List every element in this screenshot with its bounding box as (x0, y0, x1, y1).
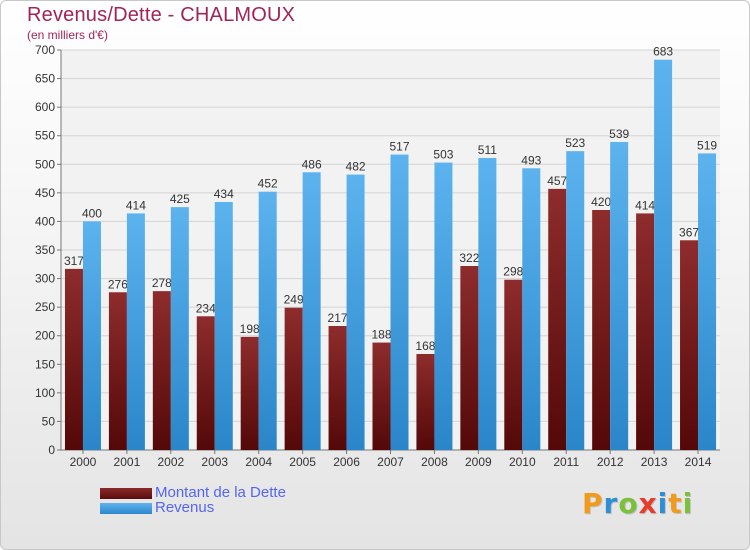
data-label-dette: 367 (679, 225, 699, 239)
y-tick-label: 650 (35, 72, 55, 86)
data-label-revenus: 482 (346, 160, 366, 174)
revenus-dette-chart: 0 50 100 150 200 250 300 350 400 450 500 550 600 650 7… (35, 43, 720, 469)
bar-dette (284, 307, 303, 450)
legend-swatch-dette (100, 488, 152, 499)
x-tick-label: 2010 (509, 455, 536, 469)
data-label-revenus: 493 (521, 153, 541, 167)
data-label-revenus: 539 (609, 127, 629, 141)
data-label-dette: 188 (371, 328, 391, 342)
bar-dette (108, 292, 127, 450)
bar-revenus (698, 153, 717, 450)
data-label-revenus: 511 (478, 143, 497, 157)
x-tick-label: 2005 (289, 455, 316, 469)
y-tick-label: 300 (35, 272, 55, 286)
x-tick-label: 2003 (201, 455, 228, 469)
x-tick-label: 2001 (114, 455, 141, 469)
data-label-dette: 278 (152, 276, 172, 290)
data-label-dette: 317 (64, 254, 84, 268)
data-label-revenus: 486 (302, 157, 322, 171)
x-tick-label: 2004 (245, 455, 272, 469)
x-tick-label: 2013 (641, 455, 668, 469)
y-tick-label: 0 (48, 443, 55, 457)
data-label-dette: 217 (328, 311, 348, 325)
y-tick-label: 700 (35, 43, 55, 57)
bar-revenus (566, 151, 585, 450)
bar-revenus (346, 174, 365, 451)
data-label-revenus: 519 (697, 138, 717, 152)
bar-revenus (258, 191, 277, 450)
proxiti-logo: Proxiti (582, 487, 694, 520)
bar-revenus (82, 221, 101, 450)
y-tick-label: 450 (35, 186, 55, 200)
legend-swatch-revenus (100, 503, 152, 514)
data-label-dette: 420 (591, 195, 611, 209)
x-tick-label: 2014 (685, 455, 712, 469)
data-label-revenus: 425 (170, 192, 190, 206)
x-tick-label: 2011 (553, 455, 579, 469)
bar-dette (460, 266, 479, 450)
bar-dette (548, 188, 567, 450)
data-label-dette: 298 (503, 265, 523, 279)
data-label-dette: 414 (635, 198, 655, 212)
data-label-revenus: 452 (258, 177, 278, 191)
y-tick-label: 150 (35, 357, 55, 371)
y-tick-label: 350 (35, 243, 55, 257)
x-tick-label: 2009 (465, 455, 492, 469)
data-label-dette: 457 (547, 174, 567, 188)
bar-revenus (610, 142, 629, 450)
data-label-dette: 234 (196, 301, 216, 315)
y-tick-label: 400 (35, 214, 55, 228)
bar-dette (636, 213, 655, 450)
bar-dette (680, 240, 699, 450)
chart-subtitle: (en milliers d'€) (27, 28, 108, 42)
x-tick-label: 2007 (377, 455, 404, 469)
data-label-dette: 322 (459, 251, 479, 265)
bar-dette (372, 342, 391, 450)
legend-label-revenus: Revenus (155, 499, 215, 516)
data-label-dette: 198 (240, 322, 260, 336)
y-tick-label: 200 (35, 329, 55, 343)
bar-dette (592, 210, 611, 450)
data-label-revenus: 517 (389, 140, 409, 154)
bar-dette (196, 316, 215, 450)
data-label-dette: 249 (284, 293, 304, 307)
bar-revenus (654, 59, 673, 450)
bar-dette (504, 279, 523, 450)
bar-dette (328, 326, 347, 450)
data-label-revenus: 400 (82, 206, 102, 220)
data-label-dette: 276 (108, 277, 128, 291)
bar-revenus (478, 158, 497, 450)
y-tick-label: 500 (35, 157, 55, 171)
bar-revenus (390, 154, 409, 451)
x-tick-label: 2002 (157, 455, 184, 469)
x-tick-label: 2012 (597, 455, 624, 469)
y-tick-label: 600 (35, 100, 55, 114)
y-tick-label: 50 (42, 414, 56, 428)
x-tick-label: 2008 (421, 455, 448, 469)
y-tick-label: 550 (35, 129, 55, 143)
data-label-revenus: 414 (126, 198, 146, 212)
chart-title: Revenus/Dette - CHALMOUX (27, 4, 296, 26)
bar-revenus (214, 202, 233, 450)
data-label-revenus: 434 (214, 187, 234, 201)
y-tick-label: 100 (35, 386, 55, 400)
data-label-revenus: 503 (433, 148, 453, 162)
legend-label-dette: Montant de la Dette (155, 484, 286, 501)
y-tick-label: 250 (35, 300, 55, 314)
data-label-dette: 168 (415, 339, 435, 353)
bar-revenus (126, 213, 145, 450)
bar-revenus (302, 172, 321, 451)
bar-dette (416, 354, 435, 450)
data-label-revenus: 523 (565, 136, 585, 150)
bar-dette (64, 268, 83, 450)
x-tick-label: 2000 (70, 455, 97, 469)
x-tick-label: 2006 (333, 455, 360, 469)
bar-revenus (522, 168, 541, 451)
bar-revenus (434, 162, 453, 451)
bar-revenus (170, 207, 189, 450)
bar-dette (240, 336, 259, 450)
data-label-revenus: 683 (653, 45, 673, 59)
bar-dette (152, 291, 171, 450)
